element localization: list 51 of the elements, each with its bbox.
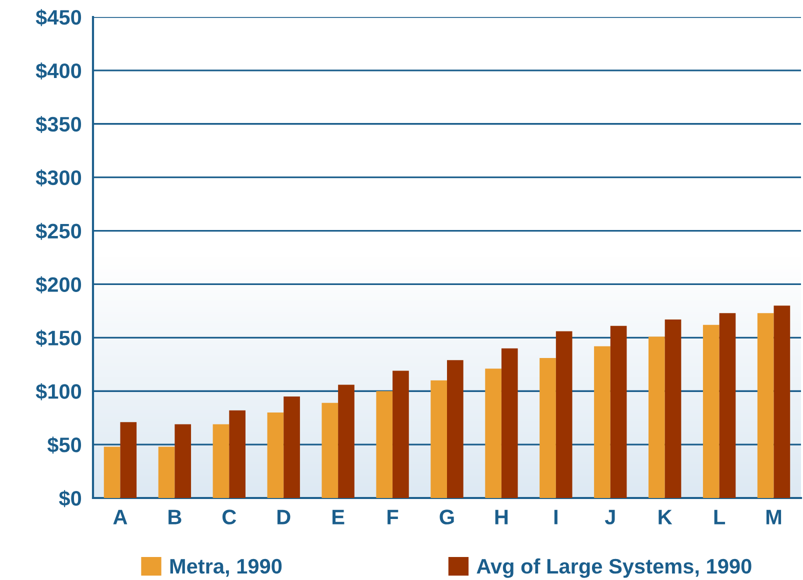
bar — [501, 348, 518, 498]
x-tick-label: F — [388, 510, 398, 524]
y-tick-label: $100 — [36, 383, 82, 400]
bar — [284, 396, 300, 498]
y-tick-label: $200 — [36, 276, 82, 294]
x-tick-label: A — [113, 510, 128, 524]
y-tick-label: $300 — [36, 169, 82, 186]
x-tick-label: H — [495, 510, 508, 524]
legend-label: Metra, 1990 — [170, 558, 282, 577]
bar — [540, 358, 556, 498]
bar — [212, 424, 230, 498]
bar — [267, 412, 284, 498]
bar — [338, 384, 354, 498]
y-tick-label: $250 — [36, 222, 82, 240]
bar — [648, 336, 665, 498]
bar — [610, 326, 627, 498]
y-tick-label: $350 — [36, 116, 82, 133]
bar — [174, 424, 192, 498]
bar — [392, 370, 409, 498]
y-tick-label: $450 — [36, 9, 82, 26]
x-tick-label: J — [604, 510, 615, 524]
x-tick-label: K — [658, 510, 672, 524]
x-tick-label: D — [277, 510, 290, 524]
bar — [556, 331, 572, 498]
bar — [322, 402, 338, 498]
x-tick-label: B — [168, 510, 182, 524]
bar — [774, 306, 790, 498]
bar — [376, 391, 393, 498]
bar — [702, 324, 720, 498]
x-tick-label: M — [766, 510, 782, 524]
bar — [120, 422, 137, 498]
bar — [485, 368, 502, 498]
x-tick-label: E — [332, 510, 344, 524]
x-tick-label: I — [554, 510, 558, 524]
bar — [757, 313, 774, 498]
x-tick-label: L — [714, 510, 726, 524]
y-tick-label: $400 — [36, 62, 82, 80]
bar — [719, 313, 736, 498]
bar — [229, 410, 246, 498]
x-tick-label: C — [222, 510, 236, 524]
bar — [447, 360, 464, 498]
bar — [430, 380, 447, 498]
legend-label: Avg of Large Systems, 1990 — [476, 558, 752, 578]
y-tick-label: $150 — [36, 330, 82, 347]
bar — [104, 446, 120, 498]
bar — [664, 319, 682, 498]
y-tick-label: $50 — [47, 436, 82, 454]
x-tick-label: G — [440, 510, 454, 524]
bar — [158, 446, 175, 498]
bar — [594, 346, 610, 498]
y-tick-label: $0 — [58, 490, 82, 508]
